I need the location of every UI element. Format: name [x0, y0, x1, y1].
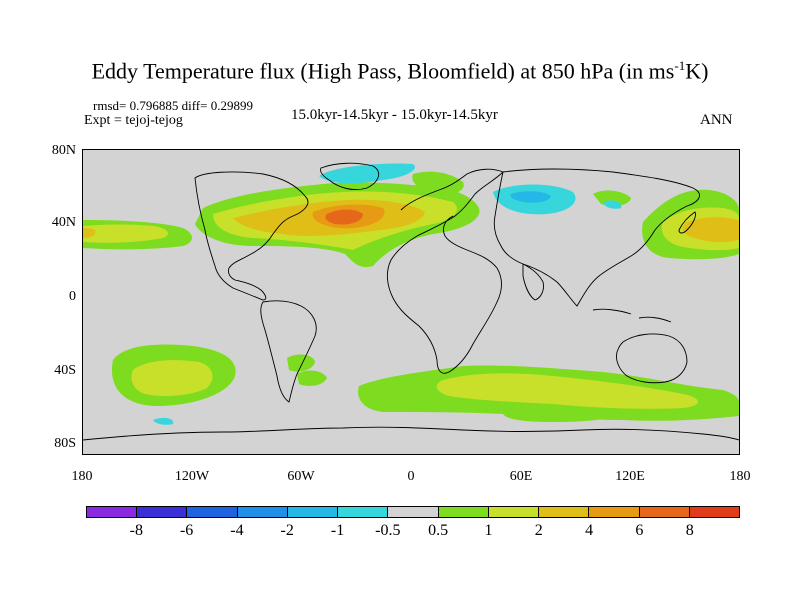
colorbar-label: -0.5 [375, 522, 401, 539]
y-tick-label: 40N [51, 215, 76, 230]
x-tick-label: 120E [615, 469, 645, 484]
season-label: ANN [700, 112, 733, 128]
colorbar-label: -2 [280, 522, 294, 539]
x-tick-label: 0 [407, 469, 415, 484]
y-tick-label: 40S [54, 363, 76, 378]
colorbar-label: 8 [685, 522, 694, 539]
south-america-patch [287, 354, 315, 372]
australia-coast [616, 333, 688, 384]
south-pacific-yellow [131, 360, 213, 396]
flux-field [83, 150, 739, 454]
colorbar-swatch [137, 507, 188, 517]
colorbar-swatch [589, 507, 640, 517]
north-atlantic-peak [325, 209, 363, 225]
indonesia-coast [592, 308, 672, 323]
x-tick-label: 180 [729, 469, 751, 484]
colorbar-swatch [689, 507, 740, 517]
colorbar-swatch [539, 507, 590, 517]
y-tick-label: 80S [54, 436, 76, 451]
north-america-coast [194, 171, 309, 301]
central-asia-negative-core [510, 191, 551, 203]
europe-band [412, 171, 464, 195]
greenland-coast [320, 162, 380, 191]
period-label: 15.0kyr-14.5kyr - 15.0kyr-14.5kyr [291, 107, 498, 123]
colorbar-label: -8 [129, 522, 143, 539]
x-tick-label: 120W [174, 469, 210, 484]
colorbar-label: 1 [484, 522, 493, 539]
colorbar-label: 2 [534, 522, 543, 539]
colorbar-swatch [338, 507, 389, 517]
colorbar-swatch [388, 507, 439, 517]
southern-ocean-strip [503, 412, 613, 422]
colorbar-label: -1 [330, 522, 345, 539]
japan-coast [678, 211, 696, 234]
x-tick-label: 180 [71, 469, 93, 484]
north-pacific-yellow-west [83, 224, 168, 243]
india-coast [522, 263, 544, 301]
north-pacific-orange-east [682, 217, 739, 243]
stats-text: rmsd= 0.796885 diff= 0.29899 [93, 98, 253, 113]
title-text: Eddy Temperature flux (High Pass, Bloomf… [91, 58, 675, 84]
colorbar-label: 4 [585, 522, 594, 539]
south-america-coast [260, 300, 317, 403]
antarctica-coast [83, 426, 739, 441]
x-tick-label: 60E [509, 469, 533, 484]
colorbar-swatch [438, 507, 489, 517]
y-tick-label: 80N [51, 143, 76, 158]
x-tick-label: 60W [287, 469, 315, 484]
colorbar-swatch [488, 507, 540, 517]
title-unit-exponent: -1 [674, 58, 686, 73]
north-pacific-orange-west [83, 228, 96, 238]
y-tick-label: 0 [69, 289, 76, 304]
asia-coast [493, 168, 700, 307]
southern-negative [153, 417, 174, 425]
east-asia-negative [603, 200, 622, 209]
plot-title: Eddy Temperature flux (High Pass, Bloomf… [0, 58, 800, 84]
colorbar-swatch [237, 507, 288, 517]
europe-africa-coast [386, 168, 504, 374]
colorbar-swatch [287, 507, 339, 517]
colorbar-label: -6 [179, 522, 194, 539]
colorbar-swatch [87, 507, 138, 517]
experiment-label: Expt = tejoj-tejog [84, 113, 183, 128]
colorbar-label: 6 [635, 522, 644, 539]
colorbar-label: 0.5 [428, 522, 449, 539]
colorbar-swatch [639, 507, 690, 517]
colorbar [86, 506, 740, 518]
coastlines [83, 162, 739, 441]
colorbar-swatch [187, 507, 238, 517]
greenland-negative [319, 163, 415, 184]
southern-ocean-yellow [436, 373, 698, 409]
colorbar-label: -4 [230, 522, 244, 539]
map-panel [82, 149, 740, 455]
title-unit-end: K) [685, 58, 709, 84]
eurasia-patch [593, 190, 631, 206]
south-atlantic-patch [297, 370, 327, 386]
